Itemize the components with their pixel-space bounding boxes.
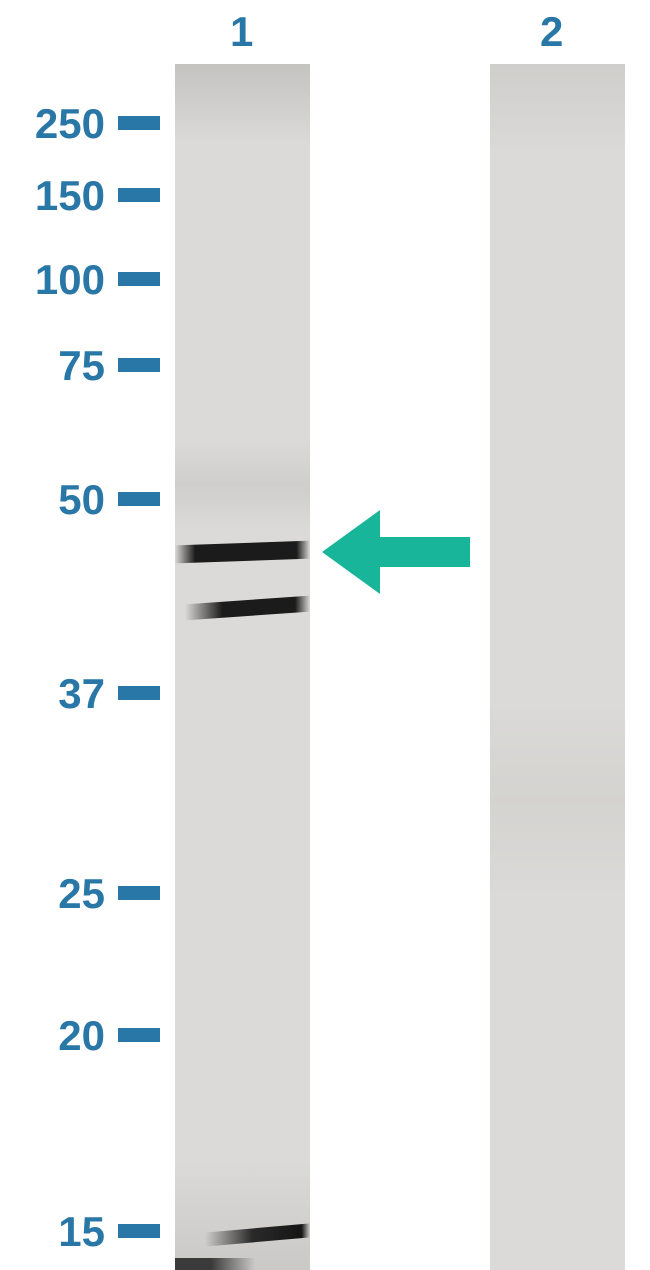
lane-shading xyxy=(490,64,625,154)
marker-label-150: 150 xyxy=(10,172,105,220)
marker-label-100: 100 xyxy=(10,256,105,304)
marker-tick-75 xyxy=(118,358,160,372)
lane-shading xyxy=(175,440,310,530)
lane-2 xyxy=(490,64,625,1270)
marker-label-250: 250 xyxy=(10,100,105,148)
marker-label-20: 20 xyxy=(10,1012,105,1060)
marker-tick-250 xyxy=(118,116,160,130)
marker-tick-150 xyxy=(118,188,160,202)
marker-tick-20 xyxy=(118,1028,160,1042)
marker-tick-15 xyxy=(118,1224,160,1238)
marker-tick-25 xyxy=(118,886,160,900)
marker-label-50: 50 xyxy=(10,476,105,524)
target-arrow-icon xyxy=(317,505,475,599)
marker-tick-100 xyxy=(118,272,160,286)
marker-label-37: 37 xyxy=(10,670,105,718)
lane-shading xyxy=(175,1160,310,1270)
lane-label-2: 2 xyxy=(540,8,563,56)
lane-1 xyxy=(175,64,310,1270)
band-lane1-3 xyxy=(175,1258,255,1270)
marker-tick-50 xyxy=(118,492,160,506)
lane-shading xyxy=(490,700,625,900)
marker-label-25: 25 xyxy=(10,870,105,918)
marker-label-15: 15 xyxy=(10,1208,105,1256)
marker-tick-37 xyxy=(118,686,160,700)
marker-label-75: 75 xyxy=(10,342,105,390)
lane-label-1: 1 xyxy=(230,8,253,56)
lane-shading xyxy=(175,64,310,144)
